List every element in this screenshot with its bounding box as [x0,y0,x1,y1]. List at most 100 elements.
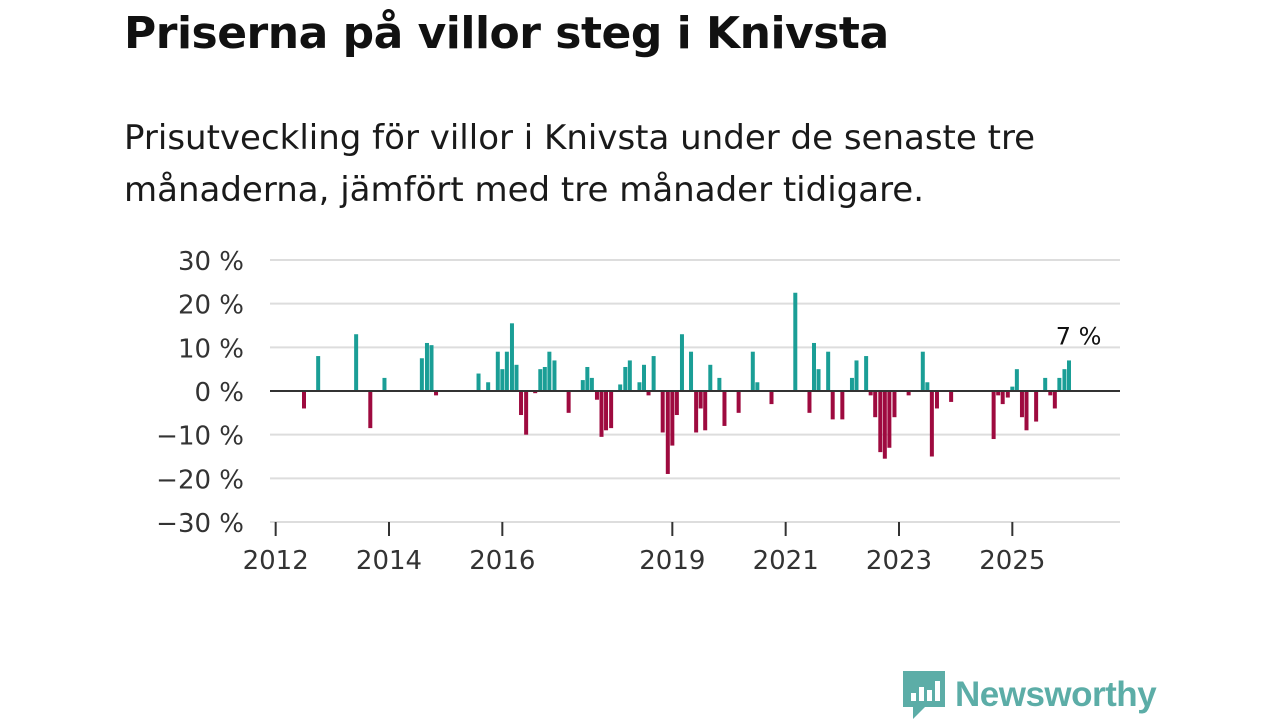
x-tick-label: 2016 [469,546,535,576]
axes [270,390,1120,523]
bar [934,391,939,409]
bar [703,391,708,431]
bar [547,351,552,391]
y-tick-label: −30 % [156,509,244,539]
bar [882,391,887,459]
bar [929,391,934,457]
x-axis-ticks: 2012 2014 2016 2019 2021 2023 2025 [243,522,1045,576]
bar [504,351,509,391]
bar [698,391,703,409]
bar [627,360,632,391]
bar [864,356,869,391]
bar [434,391,439,396]
bar [642,364,646,391]
bar [637,382,642,391]
bar [991,391,996,440]
bar [920,351,925,391]
bar [1062,369,1067,391]
bar [1057,377,1062,391]
bar [996,391,1001,396]
bar [694,391,699,433]
bar [854,360,859,391]
annotations: 7 % [1056,322,1102,350]
bar [382,377,387,391]
last-value-label: 7 % [1056,322,1102,350]
bar [538,369,543,391]
bar [354,334,359,391]
bar [717,377,722,391]
x-tick-label: 2025 [979,546,1045,576]
bar [476,373,481,391]
bar [599,391,604,437]
bar [580,380,585,391]
bar [509,323,514,391]
bar [1005,391,1010,398]
bar [524,391,529,435]
chart-subtitle: Prisutveckling för villor i Knivsta unde… [124,118,1036,210]
bar [302,391,306,409]
bar [949,391,954,402]
bar [618,384,623,391]
bar [816,369,821,391]
bar [533,391,538,394]
newsworthy-logo: Newsworthy [903,670,1157,720]
bar [670,391,675,446]
y-tick-label: 0 % [194,378,244,408]
bar [1043,377,1048,391]
bar [495,351,500,391]
bar [679,334,684,391]
bar [566,391,571,413]
bar [892,391,897,418]
bar [419,358,424,391]
bar [1010,386,1015,391]
bar [604,391,609,431]
bar [722,391,727,426]
bar [840,391,845,420]
bar [1052,391,1057,409]
bar [623,366,628,391]
y-tick-label: 30 % [178,247,244,277]
bar [500,369,505,391]
bar [826,351,831,391]
bar [651,356,656,391]
x-tick-label: 2023 [866,546,932,576]
x-tick-label: 2012 [243,546,309,576]
bar [755,382,760,391]
bar [925,382,930,391]
bar [1067,360,1071,391]
x-tick-label: 2014 [356,546,422,576]
bar [1000,391,1005,405]
bar [424,342,429,391]
bar [429,345,434,391]
bar [793,292,798,391]
bar [589,377,594,391]
bar [585,366,590,391]
bar [609,391,614,429]
chart-title: Priserna på villor steg i Knivsta [124,8,889,59]
y-tick-label: −10 % [156,422,244,452]
bar [519,391,524,416]
bar [646,391,651,396]
bar [812,342,816,391]
bar [674,391,679,416]
bar [1048,391,1053,396]
bar [750,351,755,391]
x-tick-label: 2019 [639,546,705,576]
bar [542,366,547,391]
bar [868,391,873,396]
brand-name: Newsworthy [955,675,1157,714]
newsworthy-logo-icon [903,671,945,719]
bar [736,391,741,413]
bar [769,391,774,405]
y-tick-label: 20 % [178,291,244,321]
bar [660,391,665,433]
bar [1024,391,1029,431]
bar [1014,369,1019,391]
bar [887,391,892,448]
bar [807,391,812,413]
bar [830,391,835,420]
bar [514,364,519,391]
bar [708,364,713,391]
bar [873,391,878,418]
